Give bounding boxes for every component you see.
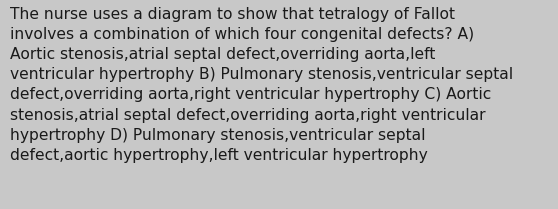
Text: The nurse uses a diagram to show that tetralogy of Fallot
involves a combination: The nurse uses a diagram to show that te… bbox=[10, 7, 513, 163]
